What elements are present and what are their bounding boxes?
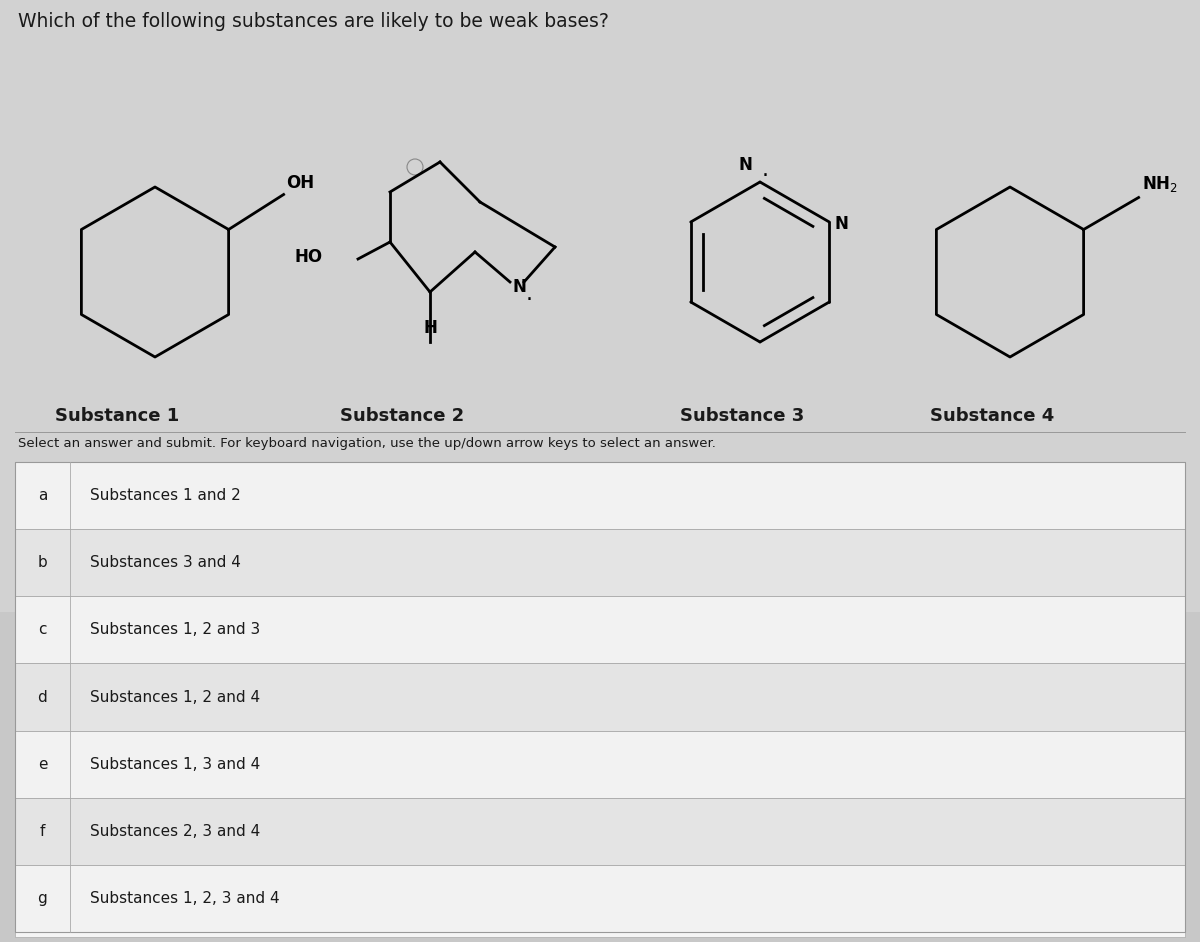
Text: c: c: [38, 623, 47, 638]
Text: HO: HO: [295, 248, 323, 266]
Text: g: g: [37, 891, 47, 906]
Text: Substance 2: Substance 2: [340, 407, 464, 425]
Bar: [14, 596, 1186, 663]
Text: Substances 1, 2 and 4: Substances 1, 2 and 4: [90, 690, 260, 705]
Text: .: .: [762, 160, 769, 180]
Text: Substances 1, 2 and 3: Substances 1, 2 and 3: [90, 623, 260, 638]
Text: e: e: [37, 756, 47, 771]
Text: H: H: [424, 319, 437, 337]
Text: OH: OH: [287, 173, 314, 191]
Text: Substance 1: Substance 1: [55, 407, 179, 425]
Text: Substances 1, 2, 3 and 4: Substances 1, 2, 3 and 4: [90, 891, 280, 906]
Bar: [14, 798, 1186, 865]
Text: NH$_2$: NH$_2$: [1141, 174, 1177, 194]
Text: N: N: [738, 156, 752, 174]
Text: b: b: [37, 555, 47, 570]
Bar: [14, 462, 1186, 932]
Text: d: d: [37, 690, 47, 705]
Text: Substance 4: Substance 4: [930, 407, 1055, 425]
Text: Substances 2, 3 and 4: Substances 2, 3 and 4: [90, 824, 260, 838]
Bar: [14, 462, 1186, 529]
Bar: [0, 0, 1200, 612]
Text: .: .: [526, 284, 533, 304]
Bar: [14, 663, 1186, 731]
Text: Which of the following substances are likely to be weak bases?: Which of the following substances are li…: [18, 12, 608, 31]
Bar: [14, 529, 1186, 596]
Text: N: N: [512, 278, 526, 296]
Text: N: N: [834, 215, 848, 233]
Bar: [14, 731, 1186, 798]
Text: Substances 1, 3 and 4: Substances 1, 3 and 4: [90, 756, 260, 771]
Text: Substances 3 and 4: Substances 3 and 4: [90, 555, 241, 570]
Text: a: a: [38, 488, 47, 503]
Text: Substances 1 and 2: Substances 1 and 2: [90, 488, 241, 503]
Text: Substance 3: Substance 3: [680, 407, 804, 425]
Bar: [14, 865, 1186, 932]
Text: f: f: [40, 824, 46, 838]
Text: Select an answer and submit. For keyboard navigation, use the up/down arrow keys: Select an answer and submit. For keyboar…: [18, 437, 716, 450]
Bar: [14, 552, 1186, 937]
